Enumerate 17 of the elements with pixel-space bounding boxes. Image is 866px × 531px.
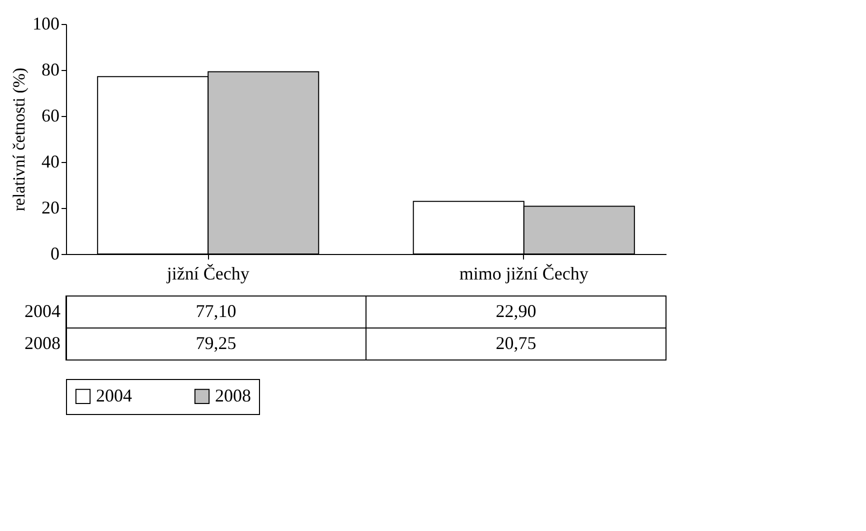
y-tick-label: 0 [50, 244, 60, 264]
y-axis-title: relativní četnosti (%) [10, 68, 28, 212]
y-tick-label: 100 [32, 14, 60, 34]
data-label: 79,25 [196, 333, 236, 353]
data-label: 20,75 [496, 333, 536, 353]
x-tick-label: mimo jižní Čechy [459, 264, 588, 284]
legend-label: 2004 [96, 385, 132, 406]
y-tick-label: 60 [42, 106, 60, 126]
y-tick-label: 20 [42, 198, 60, 218]
x-tick-label: jižní Čechy [166, 264, 250, 284]
data-label: 77,10 [196, 301, 236, 321]
y-tick-label: 80 [42, 60, 60, 80]
text: 2004 [24, 301, 60, 321]
y-tick-label: 40 [42, 152, 60, 172]
text: 2008 [24, 333, 60, 353]
data-label: 22,90 [496, 301, 536, 321]
legend-label: 2008 [215, 385, 251, 406]
